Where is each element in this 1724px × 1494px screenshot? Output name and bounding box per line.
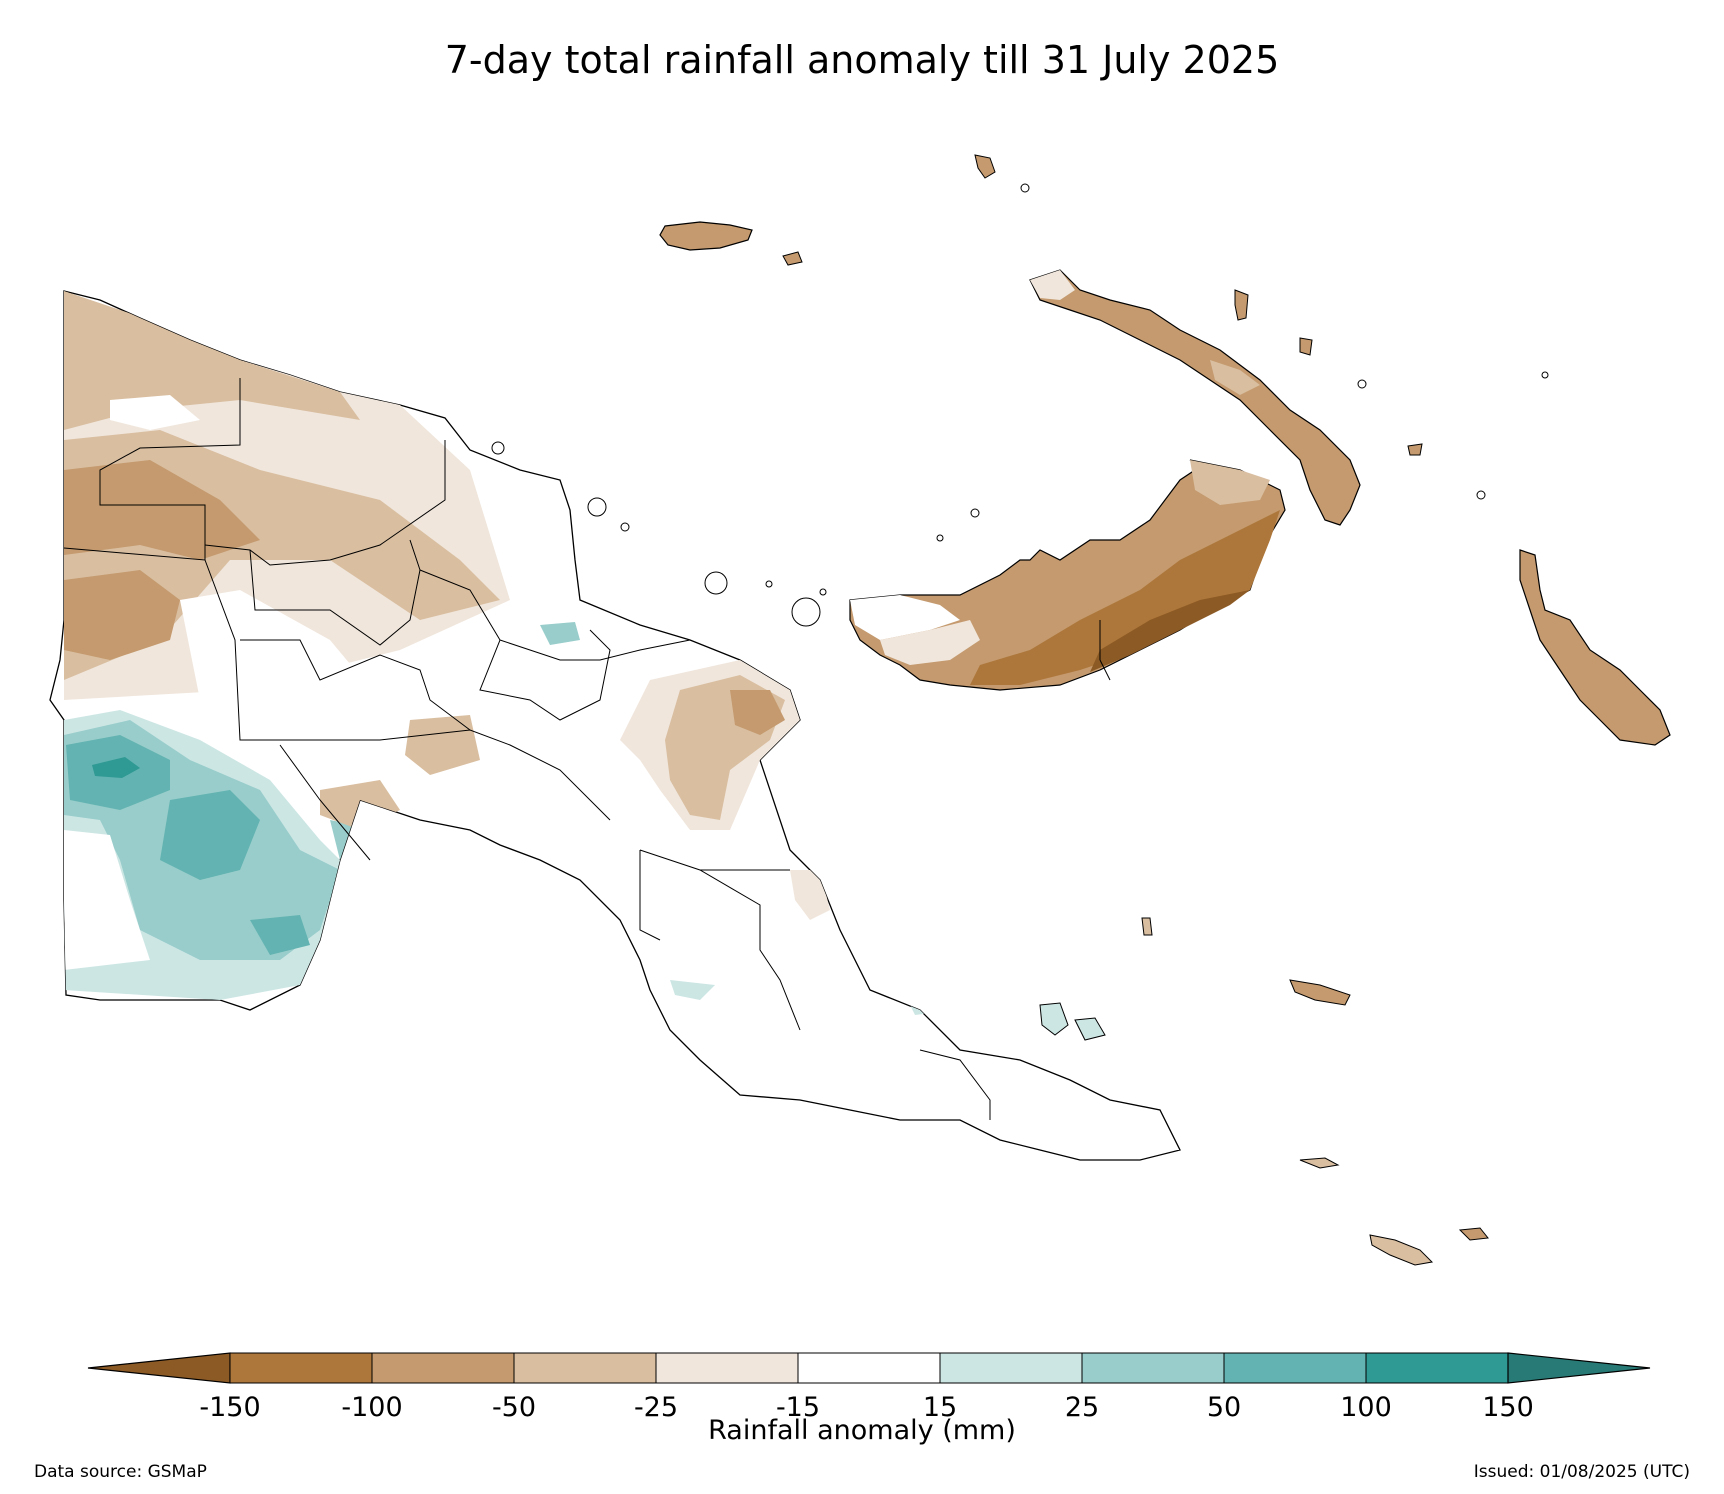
nw-dry-strong: [64, 460, 260, 560]
colorbar-cell: [939, 1352, 1083, 1384]
rainfall-anomaly-map: [49, 154, 1671, 1266]
small-islets: [491, 183, 1549, 627]
sw-wet-strong-2: [160, 790, 260, 880]
colorbar-tick-label: -15: [776, 1392, 820, 1423]
nw-dry-moderate: [64, 291, 360, 430]
manus-east-islet: [782, 251, 803, 266]
highlands-dry-patch: [405, 715, 480, 775]
colorbar-label: Rainfall anomaly (mm): [708, 1415, 1016, 1446]
new-ireland: [1029, 269, 1361, 526]
province-boundary: [639, 850, 661, 941]
data-source-note: Data source: GSMaP: [34, 1462, 207, 1482]
new-britain-strong: [970, 510, 1280, 685]
mussau-island: [974, 154, 996, 179]
colorbar-tick-label: 100: [1340, 1392, 1392, 1423]
peninsula-dry-patch: [790, 870, 830, 920]
colorbar-tick-label: -100: [341, 1392, 402, 1423]
colorbar-tick-label: 150: [1482, 1392, 1534, 1423]
colorbar-tick-label: -150: [199, 1392, 260, 1423]
madang-wet-small: [540, 622, 580, 645]
islet: [936, 534, 944, 542]
colorbar-extend-high: [1507, 1352, 1651, 1384]
province-boundary: [63, 378, 241, 561]
mainland-anomaly-fills: [64, 291, 955, 1015]
islet: [1357, 379, 1367, 389]
rossel-island: [1458, 1227, 1489, 1241]
misima-island: [1299, 1157, 1340, 1169]
colorbar-tick-label: -50: [492, 1392, 536, 1423]
islet: [1476, 490, 1486, 500]
colorbar-cell: [1365, 1352, 1509, 1384]
nw-dry-strong-2: [64, 570, 180, 660]
mainland-new-guinea: [49, 290, 1181, 1161]
sw-wet-peak: [92, 757, 140, 778]
colorbar-extend-low: [87, 1352, 231, 1384]
islet: [819, 588, 827, 596]
islet: [791, 597, 821, 627]
islet: [1020, 183, 1030, 193]
goodenough-island: [1039, 1002, 1069, 1036]
islet: [620, 522, 630, 532]
islet: [704, 571, 728, 595]
colorbar-tick-label: 25: [1065, 1392, 1099, 1423]
issued-date: Issued: 01/08/2025 (UTC): [1473, 1462, 1690, 1482]
colorbar-tick-label: 50: [1207, 1392, 1241, 1423]
islet: [765, 580, 773, 588]
colorbar-tick-label: -25: [634, 1392, 678, 1423]
colorbar-cell: [655, 1352, 799, 1384]
nw-white-patch: [110, 395, 200, 430]
new-britain-moderate: [1190, 460, 1270, 505]
province-boundary: [419, 569, 611, 721]
new-britain-west-lightdry: [880, 620, 980, 665]
woodlark-island: [1289, 979, 1351, 1006]
province-boundary: [639, 849, 801, 1031]
fergusson-island: [1074, 1017, 1106, 1041]
province-boundary: [499, 639, 691, 661]
manus-island: [659, 221, 753, 251]
colorbar-cell: [797, 1352, 941, 1384]
new-ireland-light: [1030, 270, 1075, 300]
islet: [587, 497, 607, 517]
sudest-island: [1369, 1234, 1434, 1266]
colorbar-cell: [229, 1352, 373, 1384]
new-britain-west-light: [850, 595, 960, 640]
islet: [970, 508, 980, 518]
peninsula-wet-patch-2: [670, 980, 715, 1000]
colorbar-cell: [513, 1352, 657, 1384]
tabar-island: [1234, 289, 1249, 321]
sw-white-patch: [64, 830, 150, 970]
nw-white-patch-2: [180, 590, 380, 720]
madang-dry-strong: [730, 690, 785, 735]
new-britain-boundary: [1099, 620, 1111, 681]
colorbar-cell: [1223, 1352, 1367, 1384]
new-ireland-moderate: [1210, 360, 1260, 395]
colorbar-cells: [87, 1352, 1651, 1384]
province-boundaries: [63, 378, 991, 1120]
map-title: 7-day total rainfall anomaly till 31 Jul…: [444, 38, 1280, 82]
province-boundary: [240, 639, 471, 731]
province-boundary: [279, 744, 371, 861]
trobriand-island: [1141, 917, 1153, 936]
colorbar-cell: [1081, 1352, 1225, 1384]
lihir-island: [1299, 337, 1313, 356]
new-britain: [849, 459, 1286, 691]
new-britain-extreme: [1090, 590, 1250, 672]
islet: [491, 441, 505, 455]
feni-island: [1407, 443, 1423, 456]
bougainville-island: [1519, 549, 1671, 746]
colorbar-cell: [371, 1352, 515, 1384]
colorbar-tick-label: 15: [923, 1392, 957, 1423]
islet: [1541, 371, 1549, 379]
province-boundary: [919, 1049, 991, 1120]
sw-wet-strong-3: [250, 915, 310, 955]
colorbar-ticks: -150 -100 -50 -25 -15 15 25 50 100 150: [199, 1392, 1533, 1423]
